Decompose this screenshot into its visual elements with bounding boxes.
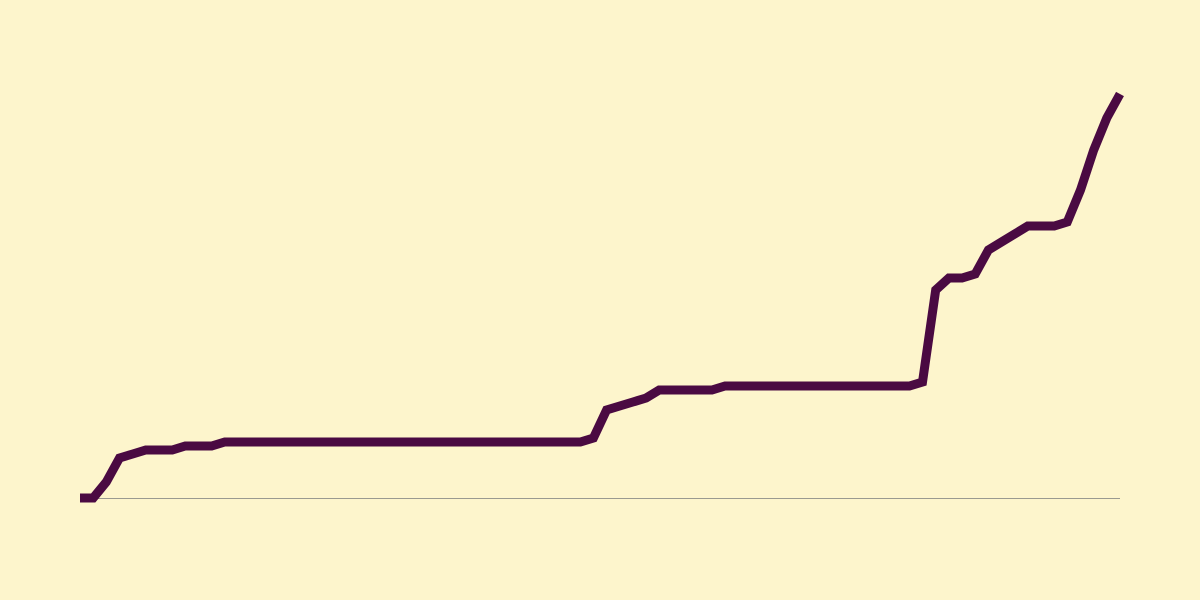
series-layer (80, 91, 1124, 503)
series-line-0 (80, 91, 1124, 503)
